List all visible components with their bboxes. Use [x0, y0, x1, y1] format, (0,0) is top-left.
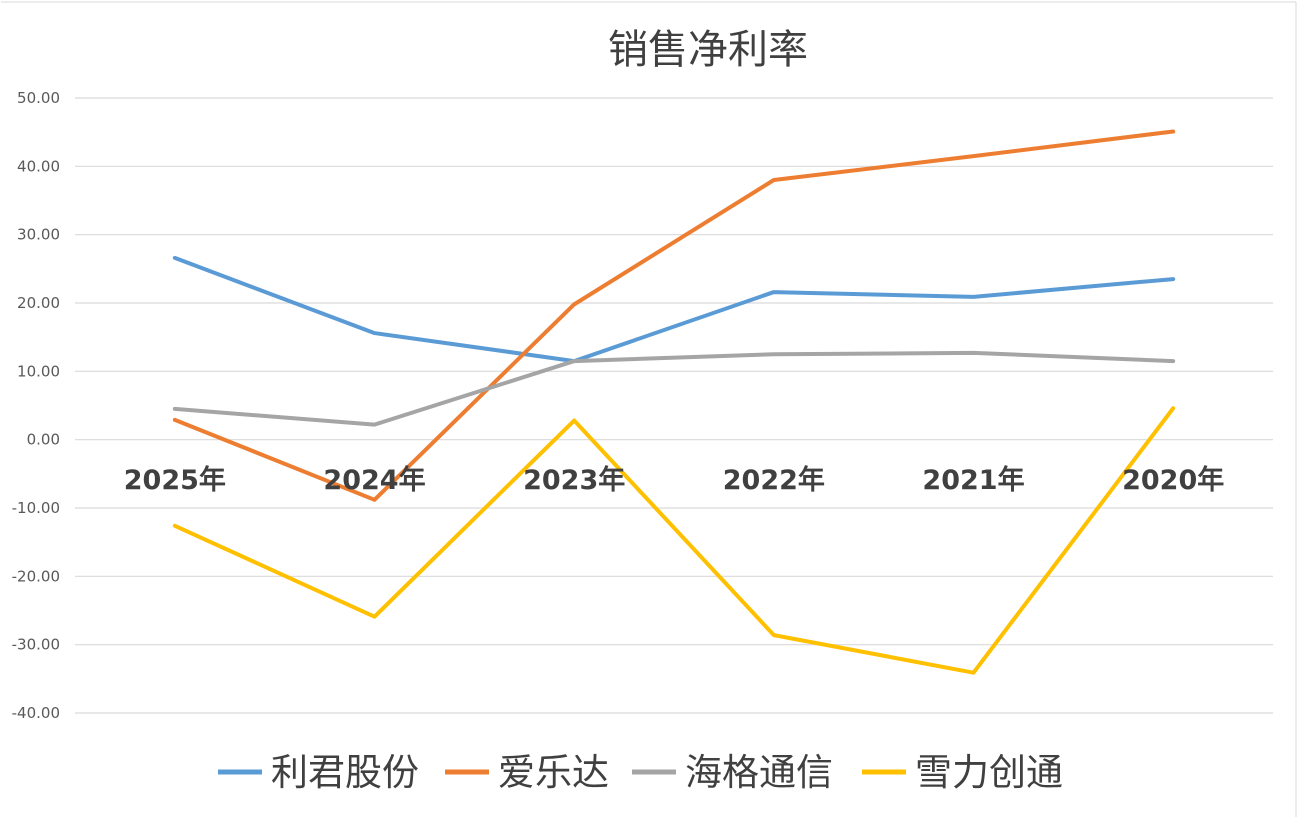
- series-lines: [172, 129, 1176, 675]
- y-tick-label: 50.00: [17, 89, 60, 107]
- x-tick-label: 2024年: [323, 464, 425, 496]
- y-tick-label: 20.00: [17, 294, 60, 312]
- legend: 利君股份 爱乐达 海格通信 雪力创通: [218, 751, 1063, 794]
- x-tick-label: 2021年: [922, 464, 1024, 496]
- legend-item: 利君股份: [218, 751, 419, 794]
- series-line-4: [172, 406, 1176, 675]
- x-tick-label: 2025年: [124, 464, 226, 496]
- legend-label: 利君股份: [271, 751, 419, 794]
- y-tick-label: 40.00: [17, 157, 60, 175]
- x-tick-label: 2023年: [523, 464, 625, 496]
- y-axis-ticks: 50.00 40.00 30.00 20.00 10.00 0.00 -10.00 -20.0…: [12, 89, 60, 722]
- legend-label: 海格通信: [685, 751, 833, 794]
- gridlines: [75, 97, 1273, 714]
- y-tick-label: -30.00: [12, 636, 60, 654]
- x-tick-label: 2020年: [1122, 464, 1224, 496]
- series-line-2: [172, 129, 1176, 502]
- x-tick-label: 2022年: [723, 464, 825, 496]
- y-tick-label: -10.00: [12, 499, 60, 517]
- chart-title: 销售净利率: [608, 27, 808, 73]
- y-tick-label: -40.00: [12, 704, 60, 722]
- y-tick-label: -20.00: [12, 567, 60, 585]
- legend-label: 雪力创通: [915, 751, 1063, 794]
- series-line-3: [172, 350, 1176, 427]
- legend-label: 爱乐达: [498, 751, 609, 794]
- legend-item: 雪力创通: [862, 751, 1063, 794]
- legend-item: 爱乐达: [445, 751, 609, 794]
- x-axis-ticks: 2025年 2024年 2023年 2022年 2021年 2020年: [124, 464, 1224, 496]
- y-tick-label: 10.00: [17, 362, 60, 380]
- legend-item: 海格通信: [632, 751, 833, 794]
- y-tick-label: 0.00: [27, 431, 60, 449]
- y-tick-label: 30.00: [17, 226, 60, 244]
- series-line-1: [172, 255, 1176, 364]
